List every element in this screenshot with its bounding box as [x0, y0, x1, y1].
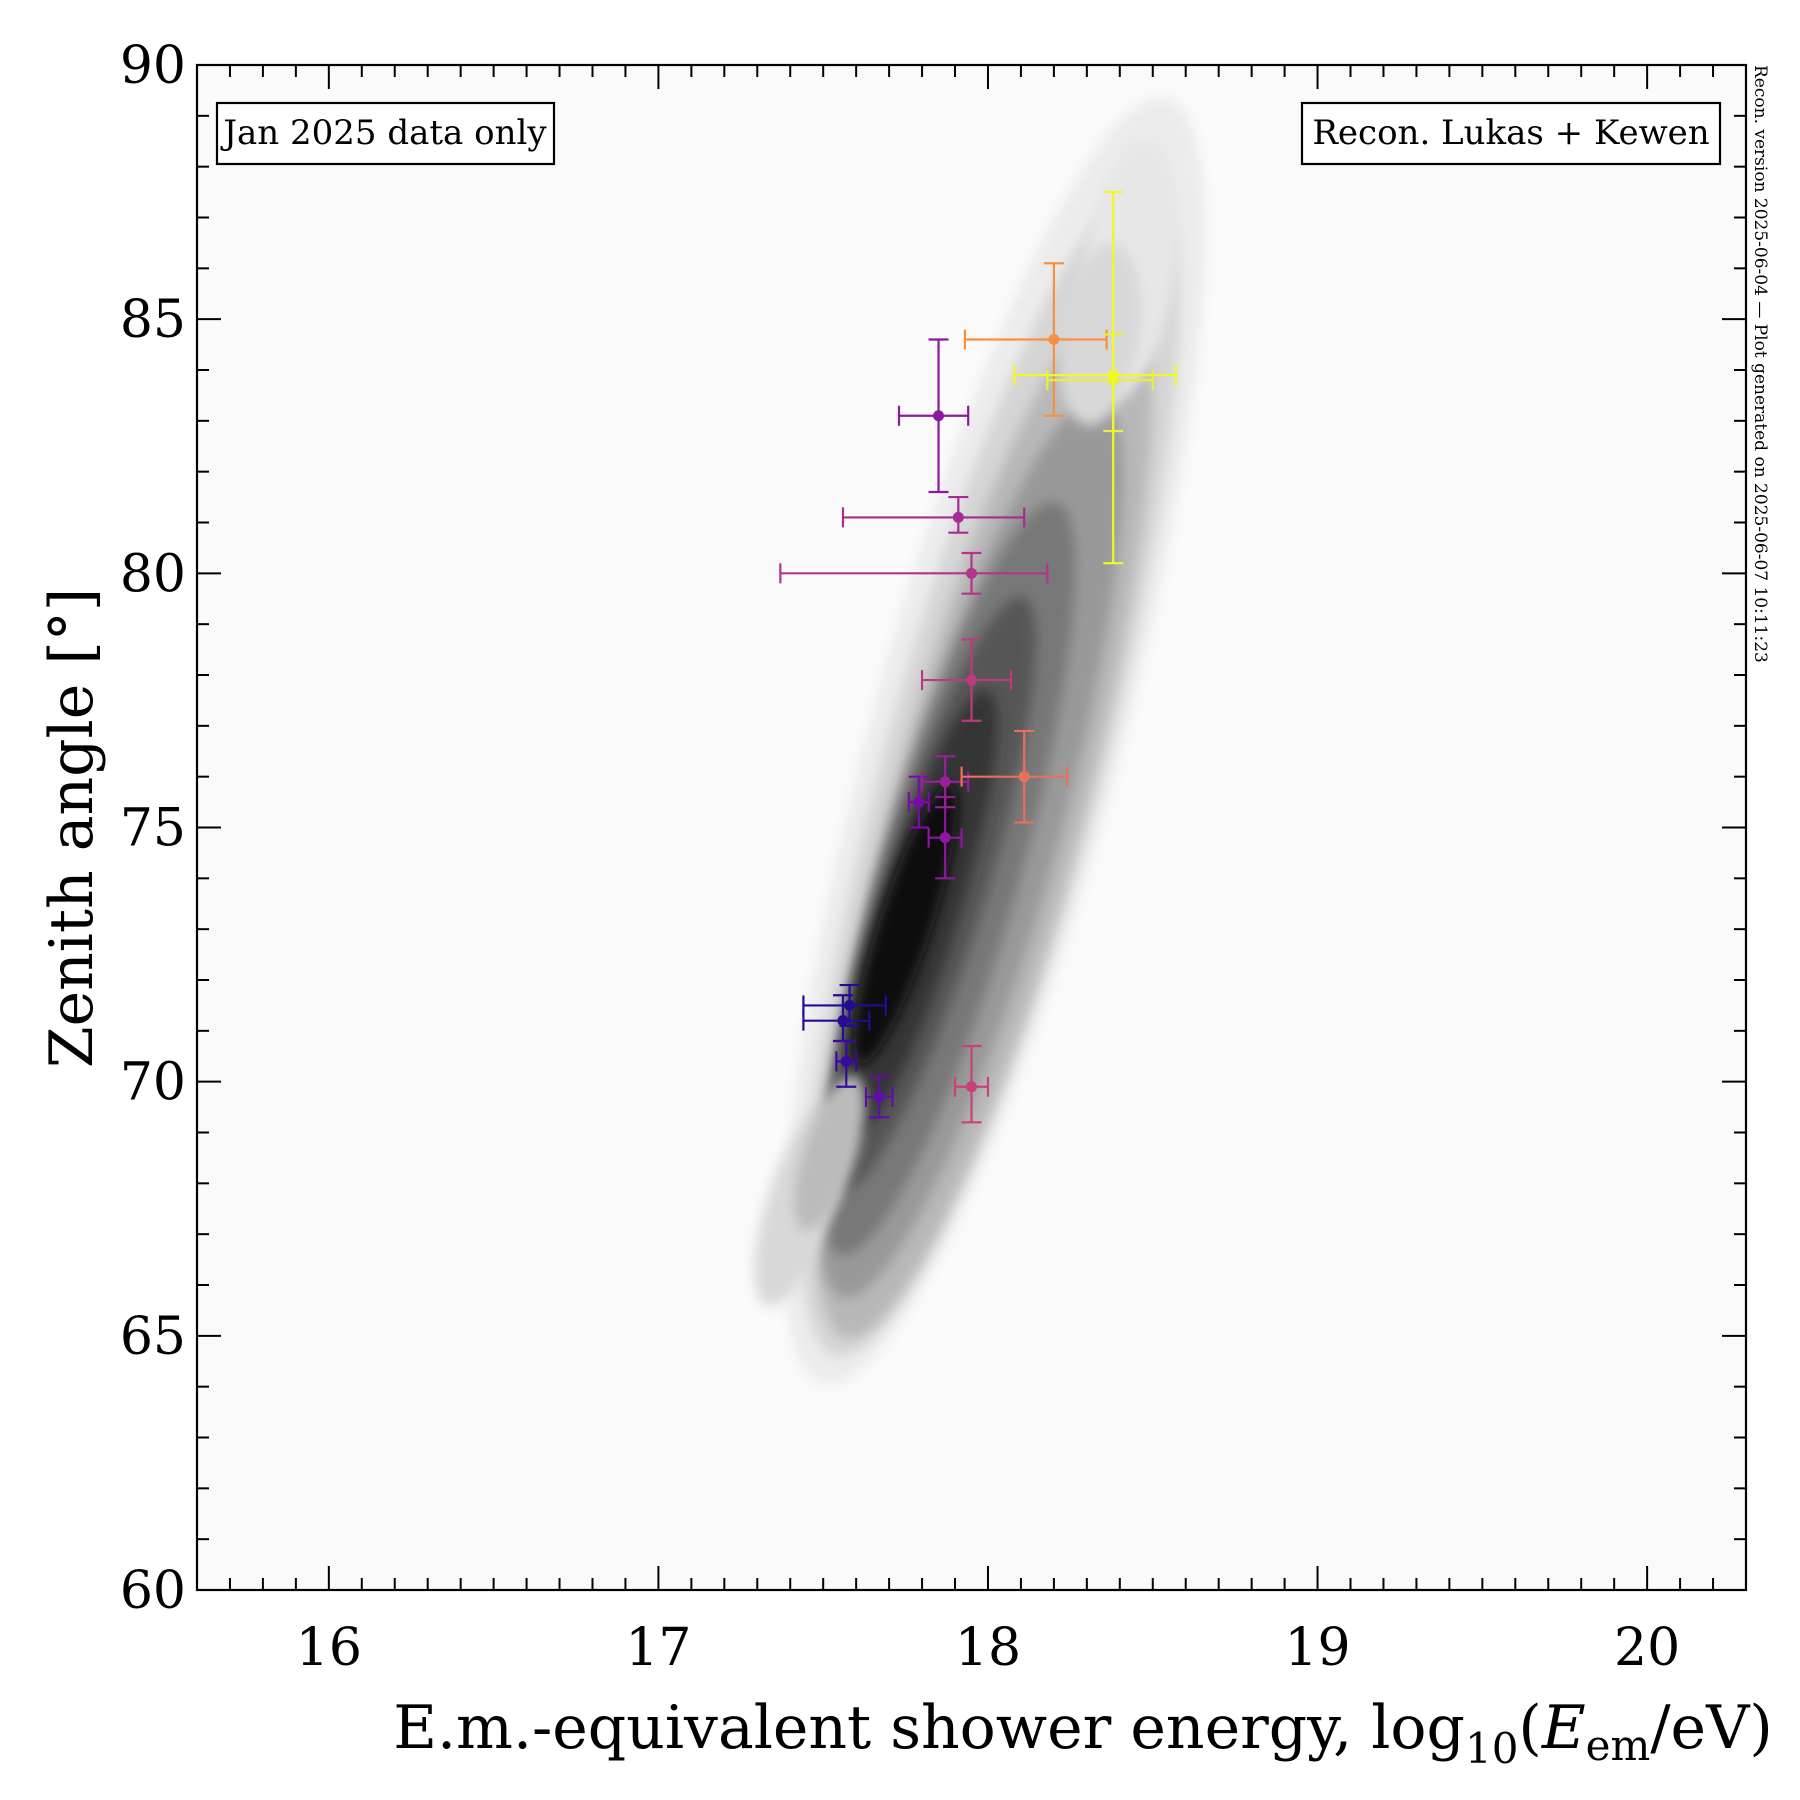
x-axis-title-variable: E: [1541, 1693, 1586, 1763]
data-point: [837, 1015, 848, 1026]
data-point: [966, 675, 977, 686]
data-point: [844, 1000, 855, 1011]
x-tick-label: 18: [955, 1618, 1021, 1678]
annotation-top-right: Recon. Lukas + Kewen: [1312, 113, 1709, 153]
x-axis-title-unit: /eV): [1650, 1693, 1772, 1763]
side-note: Recon. version 2025-06-04 — Plot generat…: [1750, 65, 1770, 663]
annotation-top-left: Jan 2025 data only: [220, 113, 547, 153]
x-axis-title-main: E.m.-equivalent shower energy, log: [393, 1693, 1465, 1763]
x-tick-label: 17: [625, 1618, 691, 1678]
chart: 16 17 18 19 20 60 65 70 75 80 85 90 Jan 2025 data o…: [0, 0, 1800, 1800]
data-point: [966, 1081, 977, 1092]
y-tick-label: 85: [120, 290, 186, 350]
data-point: [953, 512, 964, 523]
y-tick-label: 60: [120, 1561, 186, 1621]
x-axis-title-variable-subscript: em: [1586, 1721, 1651, 1770]
data-point: [1019, 771, 1030, 782]
x-axis-title-log-subscript: 10: [1465, 1724, 1518, 1773]
data-point: [874, 1091, 885, 1102]
y-tick-label: 70: [120, 1053, 186, 1113]
y-axis-title: Zenith angle [°]: [37, 588, 107, 1068]
y-tick-label: 80: [120, 544, 186, 604]
data-point: [933, 410, 944, 421]
y-tick-label: 65: [120, 1307, 186, 1367]
x-axis-title-open: (: [1518, 1693, 1541, 1763]
x-tick-label: 20: [1614, 1618, 1680, 1678]
annotation-box-top-right: Recon. Lukas + Kewen: [1302, 103, 1720, 164]
x-tick-label: 19: [1284, 1618, 1350, 1678]
data-point: [1048, 334, 1059, 345]
data-point: [940, 832, 951, 843]
y-tick-label: 90: [120, 36, 186, 96]
x-axis-title: E.m.-equivalent shower energy, log10(Eem…: [393, 1693, 1773, 1773]
x-tick-label: 16: [296, 1618, 362, 1678]
data-point: [966, 568, 977, 579]
data-point: [841, 1056, 852, 1067]
annotation-box-top-left: Jan 2025 data only: [217, 103, 554, 164]
y-tick-label: 75: [120, 799, 186, 859]
data-point: [1108, 370, 1119, 381]
data-point: [913, 797, 924, 808]
data-point: [940, 776, 951, 787]
